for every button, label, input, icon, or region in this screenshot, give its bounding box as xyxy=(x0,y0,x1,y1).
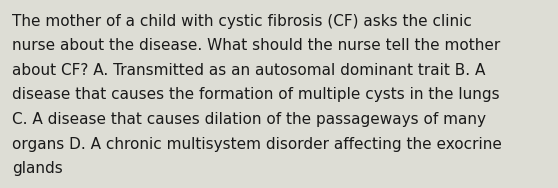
Text: C. A disease that causes dilation of the passageways of many: C. A disease that causes dilation of the… xyxy=(12,112,486,127)
Text: organs D. A chronic multisystem disorder affecting the exocrine: organs D. A chronic multisystem disorder… xyxy=(12,136,502,152)
Text: glands: glands xyxy=(12,161,62,176)
Text: The mother of a child with cystic fibrosis (CF) asks the clinic: The mother of a child with cystic fibros… xyxy=(12,14,472,29)
Text: disease that causes the formation of multiple cysts in the lungs: disease that causes the formation of mul… xyxy=(12,87,499,102)
Text: about CF? A. Transmitted as an autosomal dominant trait B. A: about CF? A. Transmitted as an autosomal… xyxy=(12,63,485,78)
Text: nurse about the disease. What should the nurse tell the mother: nurse about the disease. What should the… xyxy=(12,39,501,54)
